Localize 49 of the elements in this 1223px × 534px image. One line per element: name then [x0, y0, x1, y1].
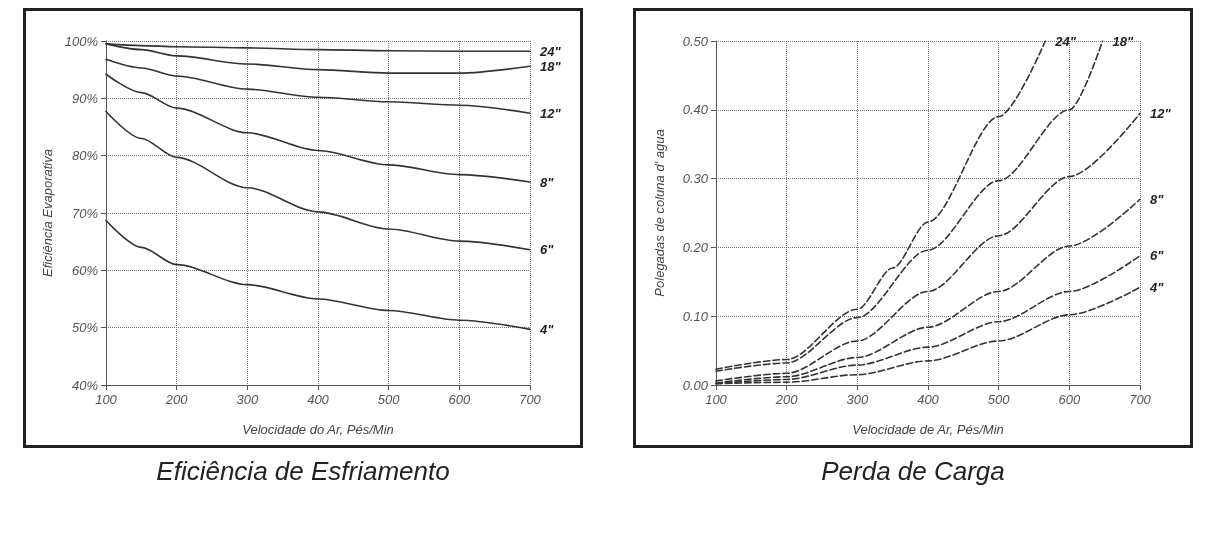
y-tick-label: 60%: [71, 262, 98, 278]
series-label: 24": [539, 43, 562, 59]
text: Perda de Carga: [821, 456, 1005, 487]
series-label: 4": [539, 321, 555, 337]
line-series: [105, 73, 531, 183]
y-tick-label: 40%: [71, 377, 98, 393]
y-tick-label: 90%: [71, 90, 98, 106]
y-tick-label: 0.20: [682, 239, 709, 255]
x-tick-label: 500: [987, 392, 1011, 407]
y-tick-label: 0.50: [682, 33, 709, 49]
series-label: 4": [1149, 279, 1165, 295]
x-tick-label: 700: [519, 392, 542, 407]
line-series: [105, 58, 531, 115]
text: Eficiência de Esfriamento: [156, 456, 450, 487]
x-tick-label: 300: [236, 392, 259, 407]
x-axis-title: Velocidade do Ar, Pés/Min: [242, 422, 394, 437]
x-tick-label: 300: [846, 392, 869, 407]
x-tick-label: 100: [95, 392, 118, 407]
x-tick-label: 200: [774, 392, 799, 407]
y-tick-label: 0.10: [682, 308, 709, 324]
y-tick-label: 0.00: [682, 377, 709, 393]
y-tick-label: 100%: [64, 33, 98, 49]
line-series: [105, 219, 531, 331]
x-tick-label: 700: [1129, 392, 1152, 407]
y-tick-label: 70%: [71, 205, 98, 221]
x-tick-label: 600: [1058, 392, 1081, 407]
series-label: 18": [1112, 33, 1135, 49]
y-axis-title: Eficiência Evaporativa: [39, 149, 55, 277]
series-label: 6": [540, 242, 555, 258]
x-tick-label: 600: [448, 392, 471, 407]
series-label: 8": [1150, 191, 1165, 207]
y-axis-title: Polegadas de coluna d' agua: [652, 129, 667, 297]
x-tick-label: 500: [377, 392, 401, 407]
y-tick-label: 0.30: [682, 171, 709, 187]
x-tick-label: 400: [917, 392, 940, 407]
series-label: 8": [540, 174, 555, 190]
y-tick-label: 50%: [71, 320, 98, 336]
x-tick-label: 400: [307, 392, 330, 407]
series-label: 6": [1150, 248, 1165, 264]
x-tick-label: 200: [164, 392, 189, 407]
series-label: 12": [1150, 105, 1172, 121]
series-label: 12": [540, 105, 562, 121]
x-axis-title: Velocidade de Ar, Pés/Min: [852, 422, 1004, 437]
series-label: 18": [540, 58, 562, 74]
y-tick-label: 80%: [71, 148, 98, 164]
series-label: 24": [1054, 33, 1077, 49]
x-tick-label: 100: [705, 392, 728, 407]
y-tick-label: 0.40: [682, 102, 709, 118]
line-series: [105, 110, 531, 251]
